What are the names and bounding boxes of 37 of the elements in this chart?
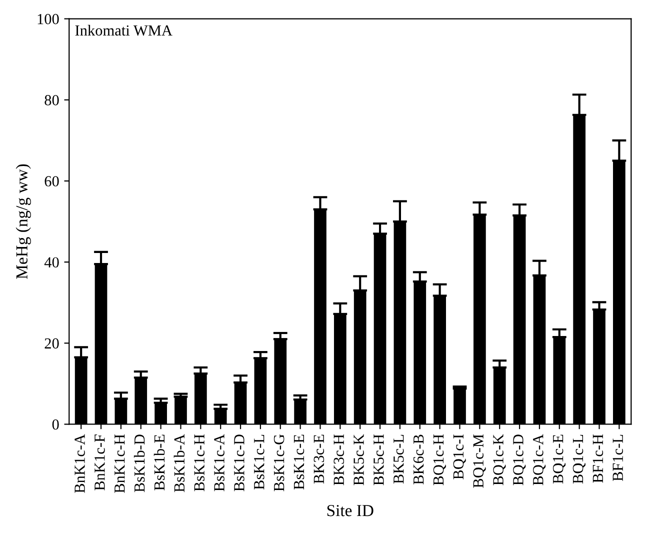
x-tick-label: BsK1b-D	[134, 434, 145, 492]
x-tick-label: BsK1c-D	[234, 434, 244, 492]
y-tick-label: 60	[44, 176, 59, 186]
x-axis-title: Site ID	[327, 504, 374, 516]
x-tick-label: BF1c-H	[592, 434, 604, 483]
x-tick-label: BsK1c-L	[254, 434, 264, 490]
y-tick-label: 100	[38, 14, 59, 24]
x-tick-label: BK5c-H	[374, 434, 384, 486]
x-tick-label: BK3c-H	[334, 434, 344, 486]
y-tick-label: 40	[44, 257, 59, 268]
x-tick-label: BnK1c-H	[114, 434, 125, 493]
x-tick-label: BQ1c-L	[572, 434, 586, 484]
annotation: Inkomati WMA	[75, 24, 172, 36]
x-tick-label: BsK1c-G	[274, 434, 284, 492]
y-tick-label: 20	[44, 338, 59, 349]
x-tick-label: BQ1c-H	[433, 434, 446, 486]
x-tick-label: BsK1c-A	[214, 434, 224, 492]
x-tick-label: BQ1c-A	[533, 434, 546, 486]
y-tick-label: 80	[44, 95, 59, 106]
x-tick-label: BK6c-B	[413, 434, 424, 484]
x-tick-label: BsK1c-H	[194, 434, 204, 492]
x-tick-label: BQ1c-D	[513, 434, 526, 486]
x-tick-label: BQ1c-K	[493, 434, 506, 486]
x-tick-label: BF1c-L	[612, 434, 624, 482]
x-tick-label: BQ1c-E	[552, 434, 566, 484]
x-tick-label: BsK1b-A	[174, 434, 185, 492]
x-tick-label: BsK1b-E	[154, 434, 165, 490]
x-tick-label: BQ1c-I	[453, 434, 466, 480]
x-tick-label: BK3c-E	[314, 434, 324, 484]
x-tick-label: BnK1c-A	[74, 434, 85, 493]
x-tick-label: BK5c-L	[394, 434, 404, 484]
x-tick-label: BnK1c-F	[94, 434, 105, 490]
y-axis-title: MeHg (ng/g ww)	[16, 164, 31, 279]
x-tick-label: BQ1c-M	[473, 434, 486, 488]
x-tick-label: BK5c-K	[354, 434, 364, 486]
x-tick-label: BsK1c-E	[294, 434, 304, 490]
y-tick-label: 0	[52, 419, 59, 430]
